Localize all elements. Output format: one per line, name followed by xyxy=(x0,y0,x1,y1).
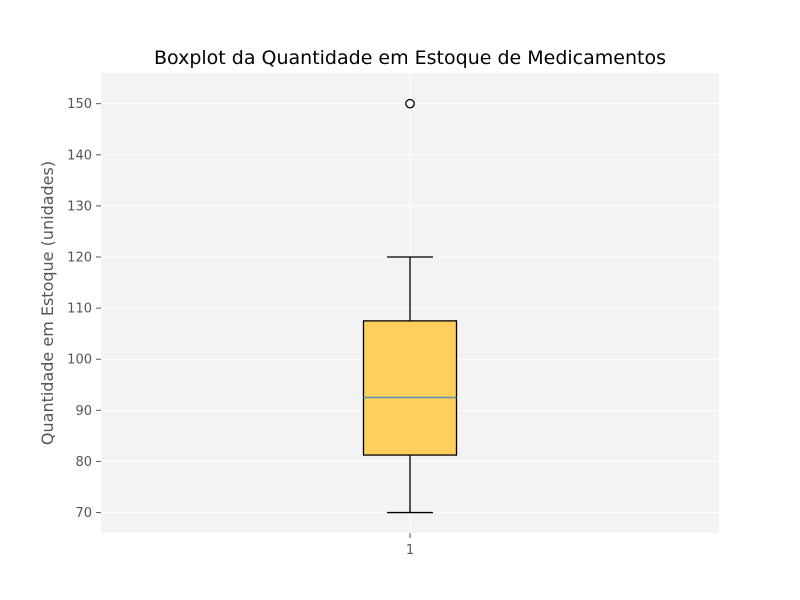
box-1 xyxy=(362,98,458,514)
y-tick-label: 140 xyxy=(67,148,92,163)
box-series xyxy=(362,98,458,514)
iqr-box xyxy=(362,320,458,456)
y-tick-label: 120 xyxy=(67,251,92,266)
y-tick-label: 110 xyxy=(67,302,92,317)
y-tick-label: 80 xyxy=(75,455,92,470)
axes: 70 80 90 100 110 120 130 140 150 1 xyxy=(67,97,414,558)
x-tick-label: 1 xyxy=(406,543,414,558)
y-tick-label: 130 xyxy=(67,199,92,214)
y-tick-label: 70 xyxy=(75,506,92,521)
y-tick-label: 150 xyxy=(67,97,92,112)
y-tick-label: 90 xyxy=(75,404,92,419)
y-axis-label: Quantidade em Estoque (unidades) xyxy=(38,161,57,445)
outlier-point xyxy=(405,98,415,109)
y-tick-label: 100 xyxy=(67,353,92,368)
chart-title: Boxplot da Quantidade em Estoque de Medi… xyxy=(154,47,666,69)
